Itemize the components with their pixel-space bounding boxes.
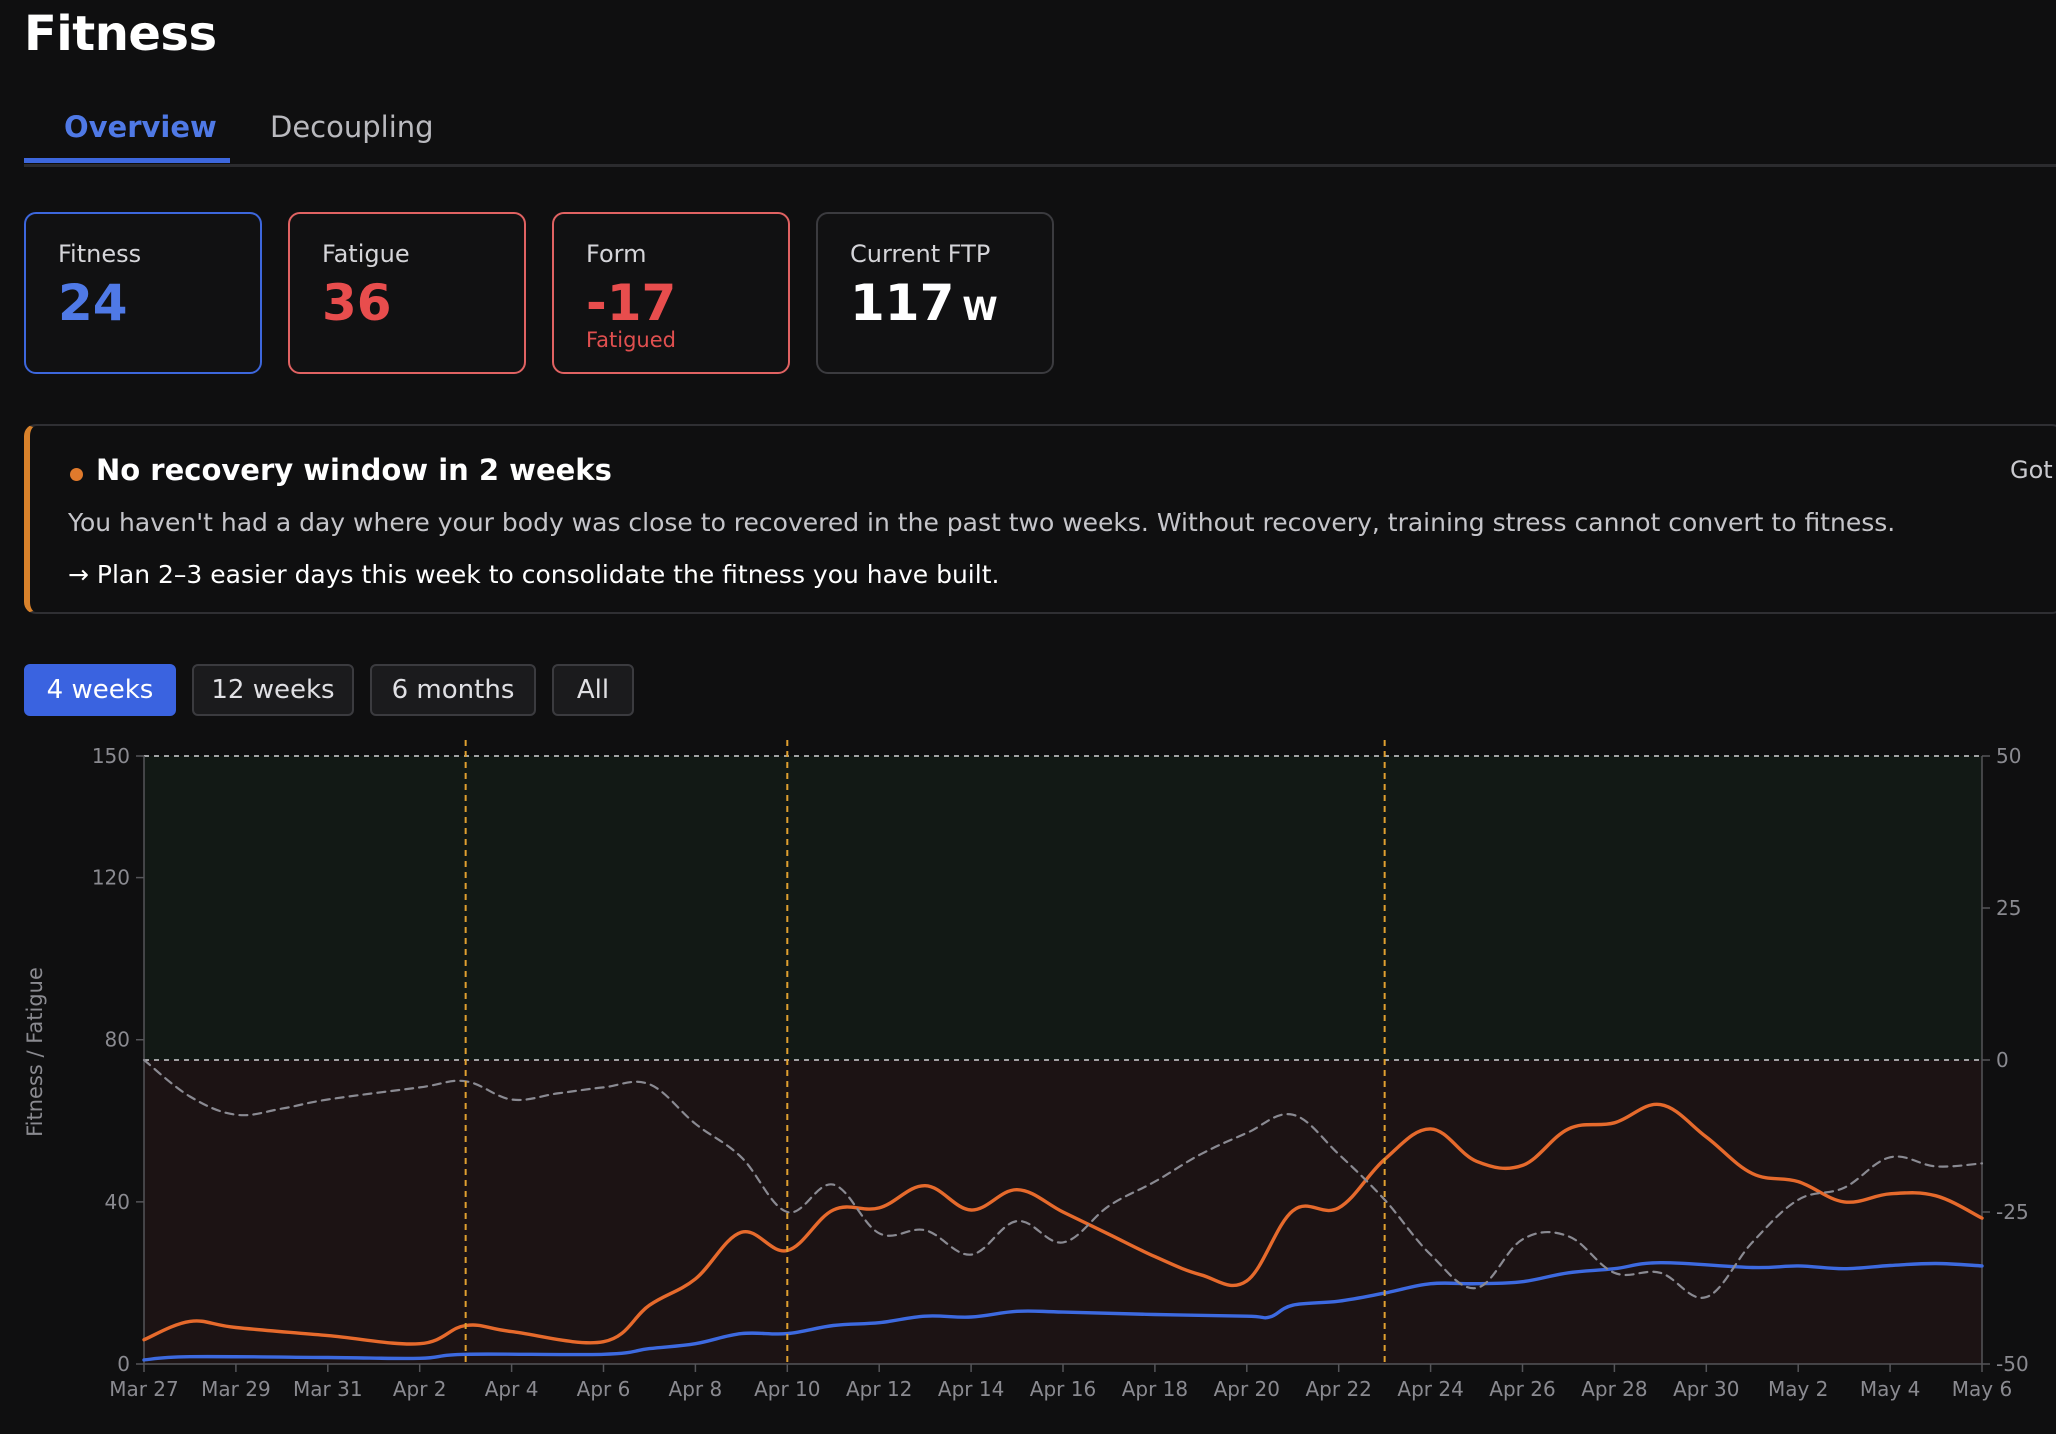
fitness-chart[interactable]: 0 40 80 120 150 -50 -25 0 25 50 Mar 27 Mar 29 Mar 31… <box>0 740 2056 1434</box>
y-tick-label: 0 <box>117 1352 130 1376</box>
y-tick-label: 120 <box>92 866 130 890</box>
ftp-label: Current FTP <box>850 240 991 268</box>
y2-tick-label: -25 <box>1996 1200 2029 1224</box>
x-tick-label: Mar 27 <box>109 1377 179 1401</box>
fitness-card: Fitness 24 <box>24 212 262 374</box>
alert-action: → Plan 2–3 easier days this week to cons… <box>68 560 1000 589</box>
x-tick-label: May 4 <box>1860 1377 1920 1401</box>
ftp-value: 117 <box>850 274 955 332</box>
alert-title: No recovery window in 2 weeks <box>96 453 612 487</box>
x-tick-label: Apr 16 <box>1030 1377 1096 1401</box>
x-tick-label: Mar 29 <box>201 1377 271 1401</box>
x-tick-label: Apr 20 <box>1214 1377 1280 1401</box>
series-line-form <box>142 1058 1984 1299</box>
page-title: Fitness <box>24 6 217 62</box>
form-label: Form <box>586 240 647 268</box>
alert-body: You haven't had a day where your body wa… <box>68 508 1896 537</box>
fitness-value: 24 <box>58 274 128 332</box>
range-12-weeks-button[interactable]: 12 weeks <box>192 664 354 716</box>
x-tick-label: May 2 <box>1768 1377 1828 1401</box>
range-4-weeks-button[interactable]: 4 weeks <box>24 664 176 716</box>
y2-tick-label: 0 <box>1996 1048 2009 1072</box>
fatigue-card: Fatigue 36 <box>288 212 526 374</box>
x-tick-label: Apr 4 <box>485 1377 539 1401</box>
y2-tick-label: 25 <box>1996 896 2021 920</box>
zone-positive <box>144 756 1982 1060</box>
tab-bar: Overview Decoupling <box>24 100 2056 167</box>
x-tick-label: Apr 6 <box>577 1377 631 1401</box>
series-line-fitness <box>142 1260 1984 1362</box>
active-tab-indicator <box>24 158 230 163</box>
y-tick-label: 40 <box>105 1190 130 1214</box>
tab-decoupling[interactable]: Decoupling <box>270 110 434 144</box>
form-value: -17 <box>586 274 677 332</box>
x-tick-label: Apr 10 <box>754 1377 820 1401</box>
x-tick-label: Apr 30 <box>1673 1377 1739 1401</box>
x-tick-label: Apr 26 <box>1489 1377 1555 1401</box>
form-status: Fatigued <box>586 328 676 352</box>
x-tick-label: Apr 22 <box>1305 1377 1371 1401</box>
recovery-alert: No recovery window in 2 weeks You haven'… <box>24 424 2056 614</box>
fatigue-label: Fatigue <box>322 240 410 268</box>
x-tick-label: Apr 14 <box>938 1377 1004 1401</box>
y-tick-label: 80 <box>105 1028 130 1052</box>
range-all-button[interactable]: All <box>552 664 634 716</box>
tab-overview[interactable]: Overview <box>64 110 217 144</box>
y2-tick-label: 50 <box>1996 744 2021 768</box>
form-card: Form -17 Fatigued <box>552 212 790 374</box>
fatigue-value: 36 <box>322 274 392 332</box>
x-tick-label: Apr 18 <box>1122 1377 1188 1401</box>
y-tick-label: 150 <box>92 744 130 768</box>
fitness-label: Fitness <box>58 240 142 268</box>
x-tick-label: Mar 31 <box>293 1377 363 1401</box>
x-tick-label: Apr 8 <box>669 1377 723 1401</box>
range-6-months-button[interactable]: 6 months <box>370 664 536 716</box>
ftp-value-row: 117 W <box>850 274 998 332</box>
ftp-unit: W <box>962 290 998 328</box>
x-tick-label: Apr 12 <box>846 1377 912 1401</box>
y-axis-label: Fitness / Fatigue <box>23 967 47 1137</box>
alert-dot-icon <box>70 468 83 481</box>
alert-dismiss-button[interactable]: Got <box>2010 456 2053 484</box>
x-tick-label: Apr 2 <box>393 1377 447 1401</box>
series-line-fatigue <box>142 1102 1984 1346</box>
ftp-card: Current FTP 117 W <box>816 212 1054 374</box>
x-tick-label: Apr 28 <box>1581 1377 1647 1401</box>
y2-tick-label: -50 <box>1996 1352 2029 1376</box>
x-tick-label: May 6 <box>1952 1377 2012 1401</box>
x-tick-label: Apr 24 <box>1397 1377 1463 1401</box>
